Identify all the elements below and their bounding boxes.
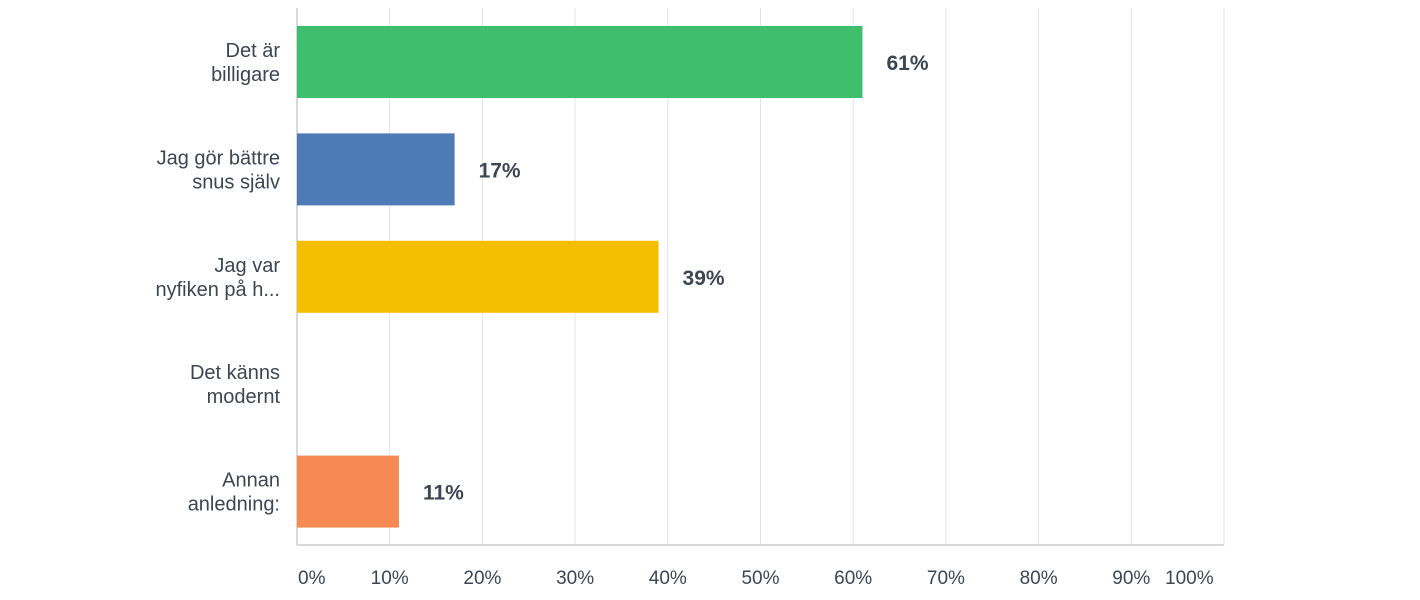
value-label: 17% xyxy=(479,159,521,182)
value-label: 11% xyxy=(423,482,464,505)
x-tick-label: 0% xyxy=(298,568,326,589)
category-label: Annan anledning: xyxy=(188,470,280,516)
x-tick-label: 30% xyxy=(556,568,594,589)
value-label: 39% xyxy=(683,267,725,290)
x-tick-label: 70% xyxy=(927,568,965,589)
x-tick-label: 10% xyxy=(371,568,409,589)
x-tick-label: 20% xyxy=(463,568,501,589)
bar xyxy=(297,26,863,98)
x-tick-label: 80% xyxy=(1020,568,1058,589)
x-tick-label: 60% xyxy=(834,568,872,589)
category-label: Jag var nyfiken på h... xyxy=(155,255,280,301)
category-label: Det känns modernt xyxy=(190,362,281,408)
x-tick-label: 90% xyxy=(1112,568,1150,589)
value-label: 61% xyxy=(886,52,928,75)
category-label: Det är billigare xyxy=(211,40,280,86)
category-label: Jag gör bättre snus själv xyxy=(157,147,280,193)
x-tick-label: 50% xyxy=(741,568,779,589)
x-tick-label: 100% xyxy=(1165,568,1214,589)
bar xyxy=(297,133,455,206)
bar xyxy=(297,455,399,528)
bar xyxy=(297,240,659,313)
x-tick-label: 40% xyxy=(649,568,687,589)
